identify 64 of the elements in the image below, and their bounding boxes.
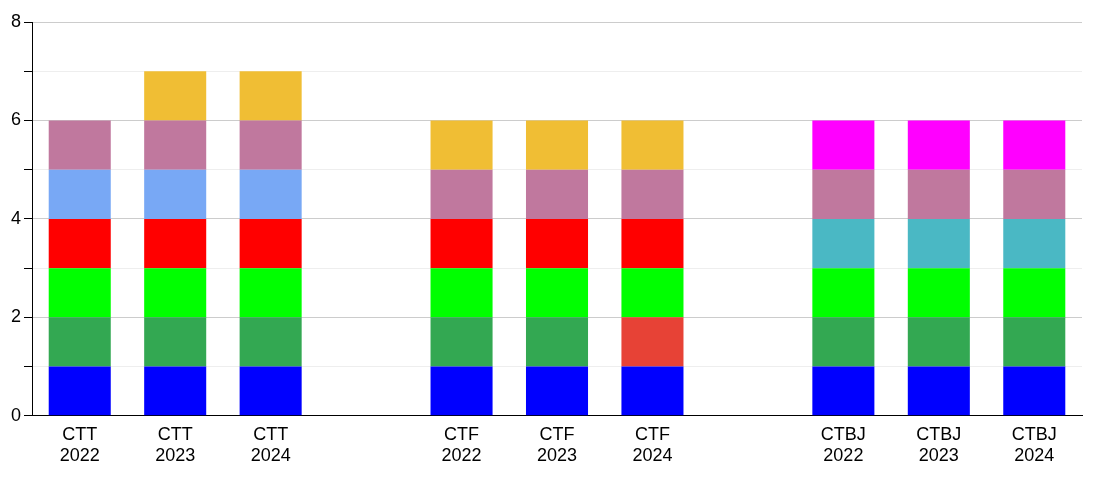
bar bbox=[48, 218, 111, 269]
bar bbox=[1003, 169, 1066, 219]
bar bbox=[525, 366, 589, 416]
bar bbox=[525, 218, 589, 269]
x-tick-label: CTT 2022 bbox=[59, 423, 100, 466]
bar bbox=[907, 268, 970, 318]
bar bbox=[48, 169, 111, 219]
y-tick-label: 0 bbox=[11, 404, 22, 425]
x-tick-label: CTT 2023 bbox=[155, 423, 196, 466]
bar bbox=[48, 366, 111, 416]
bar bbox=[430, 268, 493, 318]
bar bbox=[144, 218, 207, 269]
bar bbox=[239, 317, 302, 367]
bar bbox=[1003, 317, 1066, 367]
bar bbox=[907, 317, 970, 367]
bar bbox=[48, 317, 111, 367]
y-tick-label: 4 bbox=[11, 207, 22, 228]
x-tick-label: CTBJ 2023 bbox=[916, 423, 962, 466]
bar bbox=[239, 218, 302, 269]
x-tick-label: CTF 2023 bbox=[536, 423, 578, 466]
y-tick-label: 6 bbox=[11, 109, 22, 130]
y-tick-label: 8 bbox=[11, 10, 22, 31]
y-tick-label: 2 bbox=[11, 306, 22, 327]
bar bbox=[907, 169, 970, 219]
bar bbox=[1003, 120, 1066, 170]
bar bbox=[907, 120, 970, 170]
bar bbox=[144, 169, 207, 219]
bar bbox=[144, 317, 207, 367]
bar bbox=[621, 268, 684, 318]
x-tick-label: CTF 2024 bbox=[632, 423, 673, 466]
bar bbox=[1003, 268, 1066, 318]
bar bbox=[239, 71, 302, 121]
bar bbox=[907, 366, 970, 416]
bar bbox=[430, 366, 493, 416]
bar bbox=[621, 366, 684, 416]
bar bbox=[812, 366, 875, 416]
bar bbox=[239, 366, 302, 416]
bar bbox=[1003, 218, 1066, 269]
bar bbox=[48, 268, 111, 318]
bar bbox=[430, 317, 493, 367]
x-tick-label: CTBJ 2024 bbox=[1011, 423, 1057, 466]
bar bbox=[239, 169, 302, 219]
bar bbox=[525, 169, 589, 219]
bar bbox=[430, 169, 493, 219]
bar bbox=[144, 71, 207, 121]
bar bbox=[239, 268, 302, 318]
bar bbox=[525, 317, 589, 367]
x-tick-label: CTF 2022 bbox=[441, 423, 482, 466]
bar bbox=[812, 218, 875, 269]
bar bbox=[621, 218, 684, 269]
bar bbox=[621, 169, 684, 219]
bar bbox=[907, 218, 970, 269]
bar bbox=[1003, 366, 1066, 416]
x-tick-label: CTT 2024 bbox=[250, 423, 291, 466]
bar bbox=[812, 120, 875, 170]
bar bbox=[812, 268, 875, 318]
x-tick-label: CTBJ 2022 bbox=[820, 423, 866, 466]
bar bbox=[144, 366, 207, 416]
bar bbox=[812, 317, 875, 367]
bar bbox=[430, 218, 493, 269]
bar bbox=[144, 268, 207, 318]
bar bbox=[621, 317, 684, 367]
bar bbox=[812, 169, 875, 219]
bar bbox=[525, 268, 589, 318]
